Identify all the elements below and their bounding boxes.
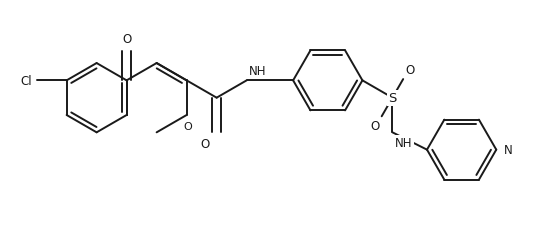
- Text: Cl: Cl: [20, 75, 32, 88]
- Text: O: O: [371, 119, 380, 132]
- Text: O: O: [405, 64, 414, 77]
- Text: N: N: [504, 143, 512, 156]
- Text: NH: NH: [250, 64, 267, 77]
- Text: S: S: [388, 92, 397, 105]
- Text: O: O: [183, 122, 192, 132]
- Text: O: O: [200, 137, 209, 150]
- Text: NH: NH: [395, 136, 413, 149]
- Text: O: O: [122, 33, 131, 46]
